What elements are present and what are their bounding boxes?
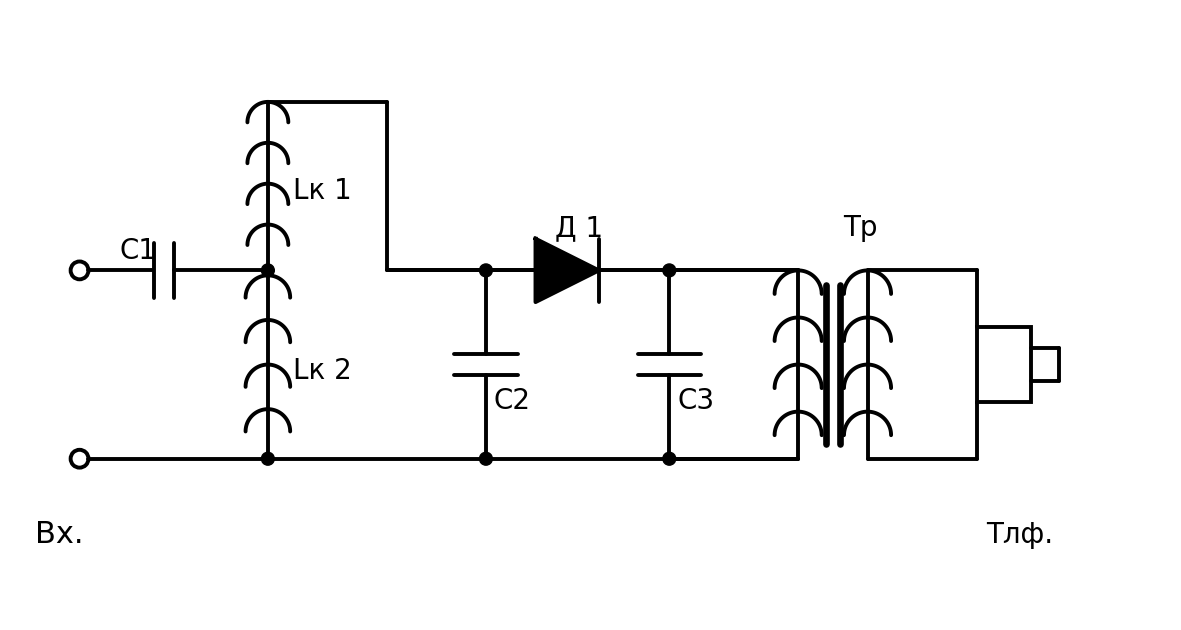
Text: Lк 2: Lк 2 bbox=[293, 357, 352, 386]
Circle shape bbox=[479, 452, 492, 465]
Text: С2: С2 bbox=[494, 387, 531, 415]
Bar bbox=[977, 328, 1031, 402]
Text: Тр: Тр bbox=[843, 214, 877, 242]
Text: Lк 1: Lк 1 bbox=[293, 176, 352, 205]
Text: Д 1: Д 1 bbox=[555, 214, 603, 242]
Circle shape bbox=[663, 264, 676, 277]
Circle shape bbox=[479, 264, 492, 277]
Text: Вх.: Вх. bbox=[35, 520, 84, 549]
Circle shape bbox=[261, 452, 274, 465]
Text: Тлф.: Тлф. bbox=[986, 521, 1053, 549]
Circle shape bbox=[663, 452, 676, 465]
Circle shape bbox=[261, 264, 274, 277]
Text: С1: С1 bbox=[119, 236, 156, 265]
Polygon shape bbox=[535, 239, 599, 302]
Text: С3: С3 bbox=[677, 387, 715, 415]
